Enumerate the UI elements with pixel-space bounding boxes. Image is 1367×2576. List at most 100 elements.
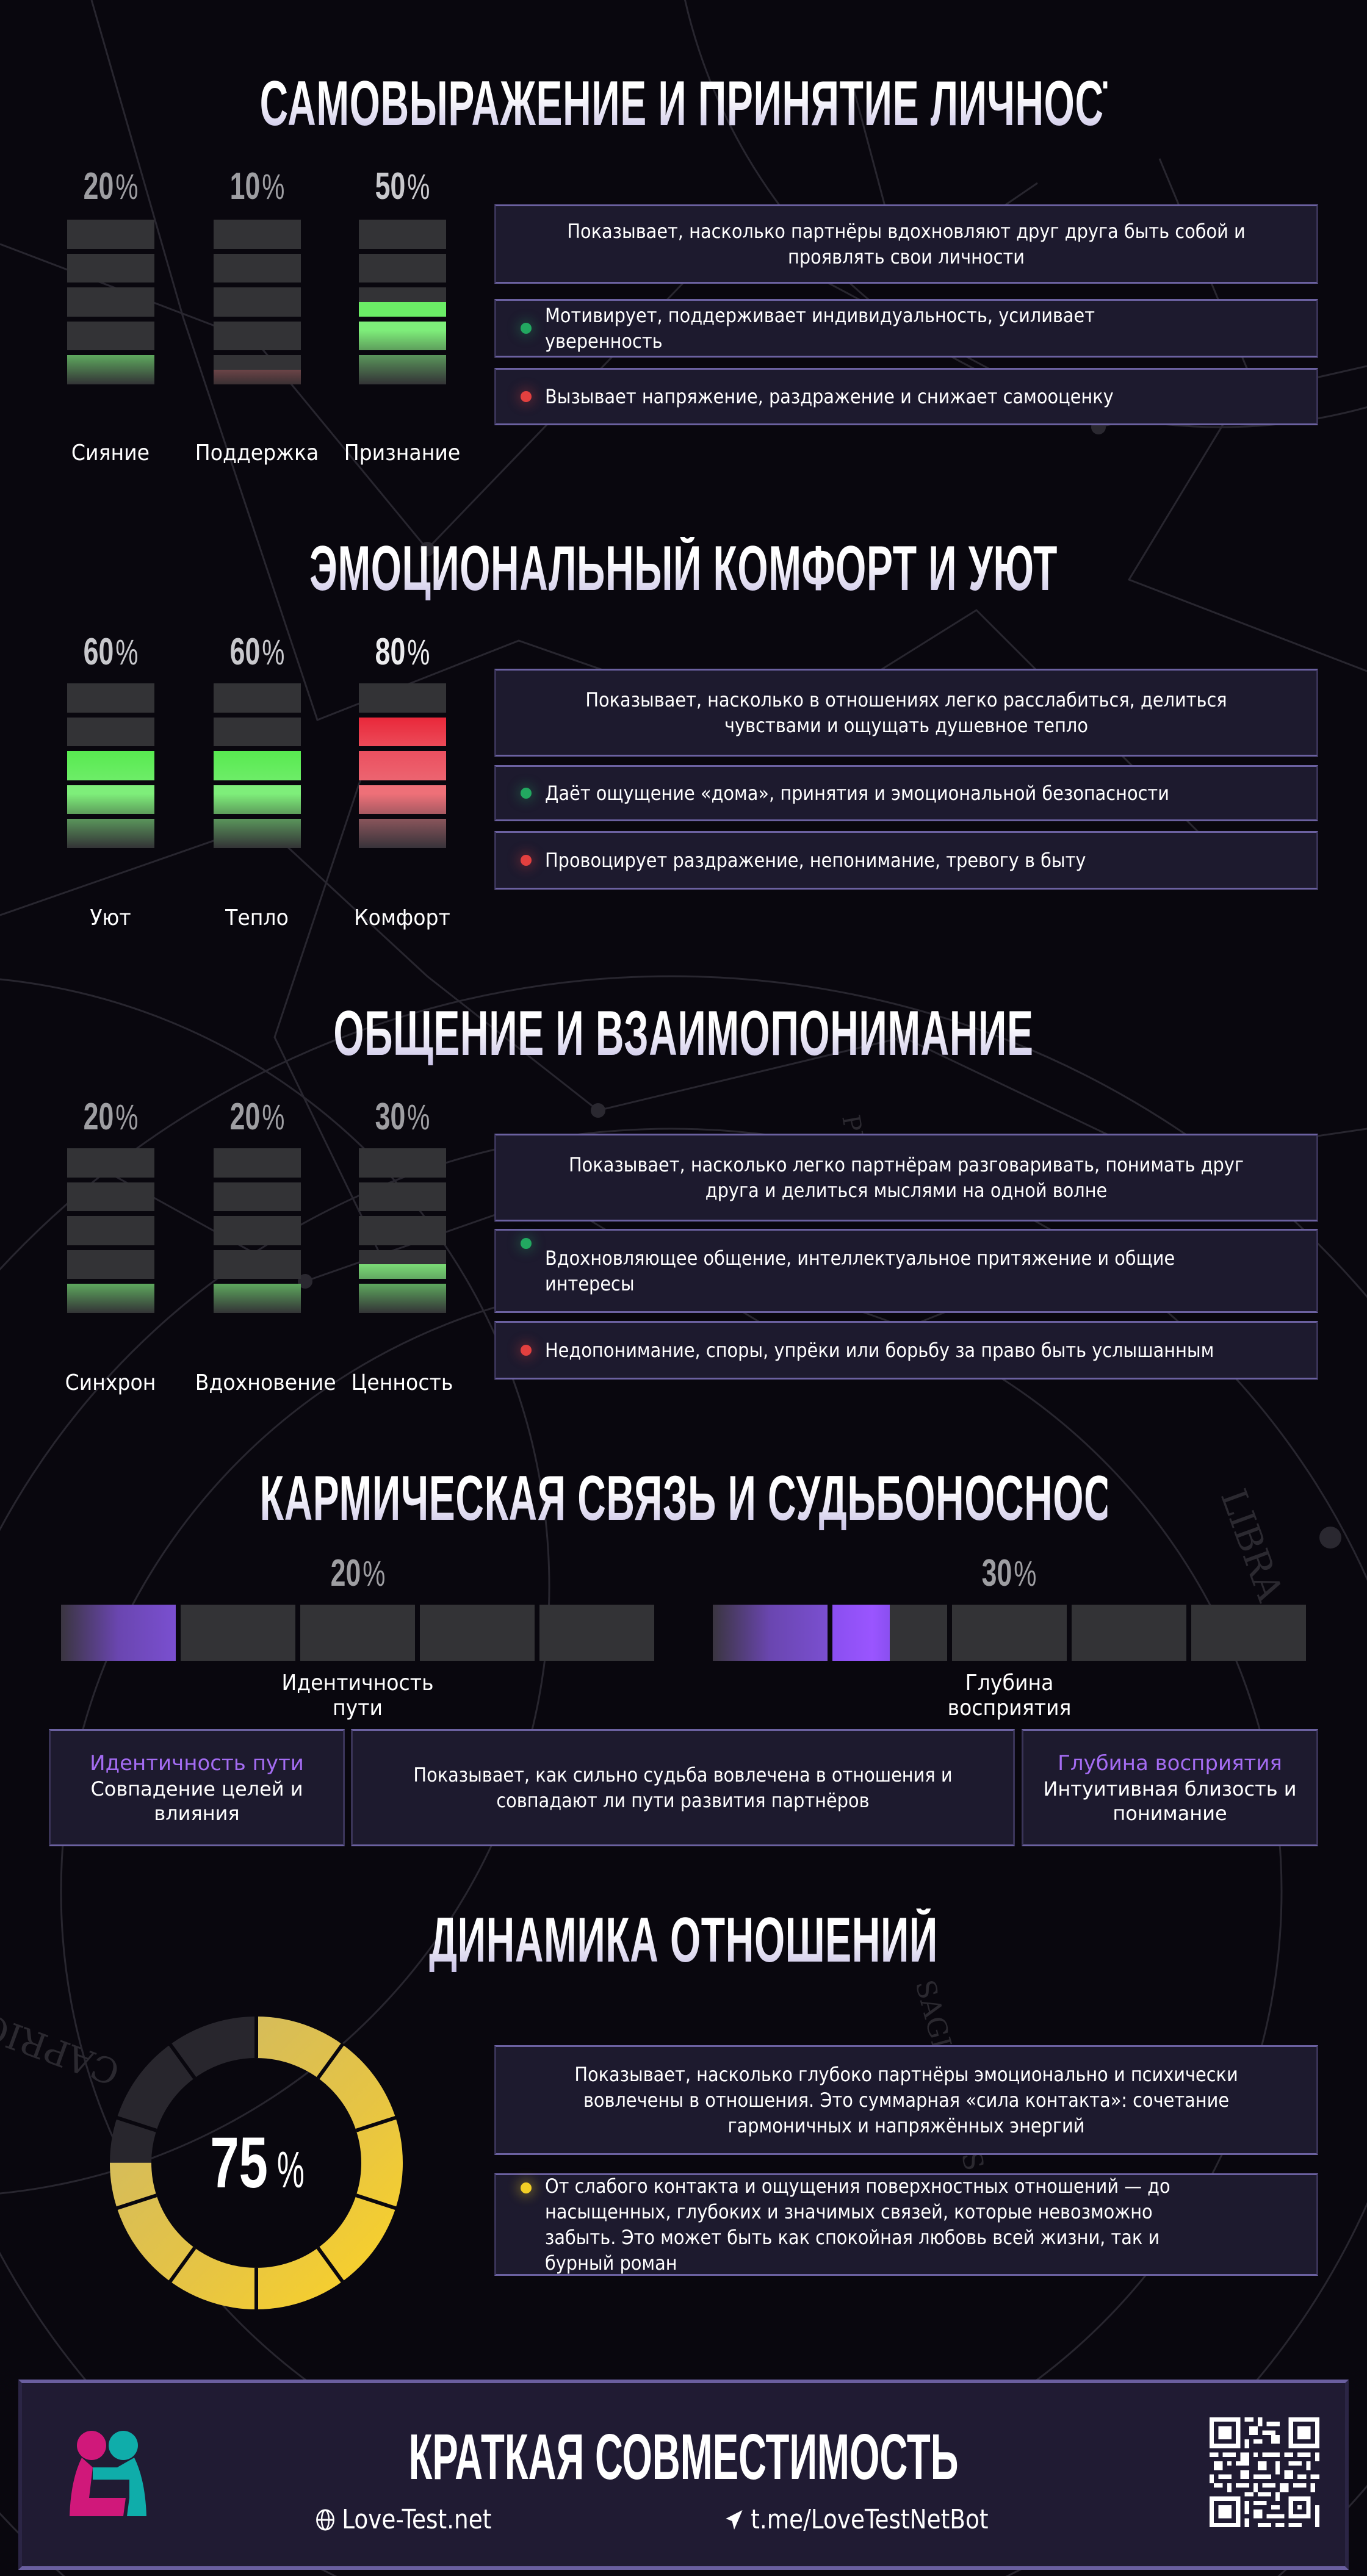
description-card: Показывает, насколько легко партнёрам ра…: [494, 1134, 1318, 1221]
identity-path-card: Идентичность пути Совпадение целей и вли…: [49, 1729, 345, 1846]
percent-value: 30: [981, 1552, 1012, 1594]
percent-value: 10: [229, 165, 261, 207]
percent-sign: %: [1014, 1554, 1037, 1594]
footer-title: КРАТКАЯ СОВМЕСТИМОСТЬ: [408, 2421, 959, 2493]
identity-path-card-body: Совпадение целей и влияния: [90, 1777, 303, 1825]
qr-code-icon[interactable]: [1210, 2417, 1319, 2527]
percent-komfort: 80%: [371, 633, 434, 671]
footer-banner: КРАТКАЯ СОВМЕСТИМОСТЬ Love-Test.net t.me…: [18, 2380, 1349, 2570]
bar-komfort: [359, 683, 446, 848]
negative-card: Недопонимание, споры, упрёки или борьбу …: [494, 1321, 1318, 1380]
label-uyut: Уют: [90, 905, 131, 930]
positive-dot-icon: [521, 323, 532, 334]
percent-sign: %: [362, 1554, 386, 1594]
bar-tsennost: [359, 1148, 446, 1313]
percent-sign: %: [262, 1098, 285, 1137]
positive-dot-icon: [521, 788, 532, 799]
svg-text:CAPRICORN: CAPRICORN: [0, 1975, 125, 2093]
positive-text: Вдохновляющее общение, интеллектуальное …: [545, 1247, 1175, 1295]
negative-text: Провоцирует раздражение, непонимание, тр…: [545, 849, 1086, 872]
telegram-icon: [726, 2509, 743, 2530]
two-people-logo-icon: [70, 2431, 146, 2516]
dynamics-value-sign: %: [277, 2140, 305, 2198]
section-title-self-expression: САМОВЫРАЖЕНИЕ И ПРИНЯТИЕ ЛИЧНОСТИ: [259, 68, 1156, 139]
percent-sign: %: [407, 633, 430, 672]
percent-vdokhnovenie: 20%: [226, 1098, 289, 1136]
percent-sign: %: [407, 167, 430, 207]
bar-priznanie: [359, 220, 446, 384]
label-vdokhnovenie: Вдохновение: [195, 1370, 336, 1395]
percent-podderzhka: 10%: [226, 168, 289, 206]
label-priznanie: Признание: [344, 441, 461, 466]
label-perception-depth: Глубина восприятия: [947, 1671, 1072, 1721]
bar-uyut: [67, 683, 154, 848]
percent-value: 50: [375, 165, 406, 207]
bar-sinkhron: [67, 1148, 154, 1313]
section-title-emotional-comfort: ЭМОЦИОНАЛЬНЫЙ КОМФОРТ И УЮТ: [260, 537, 1108, 600]
percent-sign: %: [407, 1098, 430, 1137]
percent-value: 20: [83, 1096, 114, 1138]
positive-text: Даёт ощущение «дома», принятия и эмоцион…: [545, 782, 1169, 805]
positive-card: Мотивирует, поддерживает индивидуальност…: [494, 299, 1318, 358]
section-title-karmic: КАРМИЧЕСКАЯ СВЯЗЬ И СУДЬБОНОСНОСТЬ: [259, 1463, 1165, 1534]
label-komfort: Комфорт: [354, 905, 450, 930]
percent-value: 20: [229, 1096, 261, 1138]
label-sinkhron: Синхрон: [65, 1370, 156, 1395]
positive-card: Даёт ощущение «дома», принятия и эмоцион…: [494, 765, 1318, 821]
karmic-description-card: Показывает, как сильно судьба вовлечена …: [351, 1729, 1015, 1846]
section-title-dynamics: ДИНАМИКА ОТНОШЕНИЙ: [260, 1909, 1108, 1972]
percent-value: 80: [375, 631, 406, 673]
positive-dot-icon: [521, 1238, 532, 1249]
globe-icon: [316, 2509, 334, 2530]
percent-value: 20: [330, 1552, 361, 1594]
telegram-text: t.me/LoveTestNetBot: [751, 2504, 989, 2535]
percent-teplo: 60%: [226, 633, 289, 671]
percent-sign: %: [115, 633, 139, 672]
negative-dot-icon: [521, 391, 532, 402]
website-link[interactable]: Love-Test.net: [315, 2504, 491, 2535]
telegram-link[interactable]: t.me/LoveTestNetBot: [724, 2504, 989, 2535]
description-text: Показывает, насколько партнёры вдохновля…: [567, 220, 1246, 268]
percent-value: 60: [229, 631, 261, 673]
positive-text: Мотивирует, поддерживает индивидуальност…: [545, 304, 1095, 353]
description-card: Показывает, насколько в отношениях легко…: [494, 669, 1318, 757]
percent-sign: %: [262, 167, 285, 207]
percent-uyut: 60%: [79, 633, 142, 671]
dynamics-note-text: От слабого контакта и ощущения поверхнос…: [545, 2175, 1170, 2275]
percent-tsennost: 30%: [371, 1098, 434, 1136]
note-dot-icon: [521, 2182, 532, 2193]
label-identity-path: Идентичность пути: [281, 1671, 434, 1721]
percent-sign: %: [262, 633, 285, 672]
description-text: Показывает, насколько легко партнёрам ра…: [569, 1153, 1244, 1202]
label-tsennost: Ценность: [351, 1370, 453, 1395]
hbar-perception-depth: [713, 1605, 1306, 1661]
karmic-description-text: Показывает, как сильно судьба вовлечена …: [413, 1763, 953, 1812]
hbar-identity-path: [61, 1605, 654, 1661]
website-text: Love-Test.net: [342, 2504, 492, 2535]
section-title-communication: ОБЩЕНИЕ И ВЗАИМОПОНИМАНИЕ: [260, 1002, 1108, 1065]
percent-value: 20: [83, 165, 114, 207]
negative-card: Вызывает напряжение, раздражение и снижа…: [494, 368, 1318, 425]
bar-teplo: [214, 683, 301, 848]
dynamics-value: 75%: [109, 2015, 404, 2311]
label-podderzhka: Поддержка: [195, 441, 319, 466]
percent-siyanie: 20%: [79, 168, 142, 206]
description-card: Показывает, насколько партнёры вдохновля…: [494, 204, 1318, 284]
percent-priznanie: 50%: [371, 168, 434, 206]
perception-depth-card: Глубина восприятия Интуитивная близость …: [1022, 1729, 1318, 1846]
identity-path-card-title: Идентичность пути: [90, 1751, 304, 1775]
bar-siyanie: [67, 220, 154, 384]
percent-identity-path: 20%: [326, 1555, 389, 1592]
negative-dot-icon: [521, 855, 532, 866]
percent-sinkhron: 20%: [79, 1098, 142, 1136]
dynamics-note-card: От слабого контакта и ощущения поверхнос…: [494, 2173, 1318, 2276]
percent-sign: %: [115, 167, 139, 207]
percent-value: 60: [83, 631, 114, 673]
percent-sign: %: [115, 1098, 139, 1137]
perception-depth-card-title: Глубина восприятия: [1058, 1751, 1282, 1775]
perception-depth-card-body: Интуитивная близость и понимание: [1043, 1777, 1297, 1825]
dynamics-value-number: 75: [210, 2123, 268, 2203]
label-teplo: Тепло: [225, 905, 289, 930]
percent-perception-depth: 30%: [978, 1555, 1041, 1592]
positive-card: Вдохновляющее общение, интеллектуальное …: [494, 1229, 1318, 1313]
